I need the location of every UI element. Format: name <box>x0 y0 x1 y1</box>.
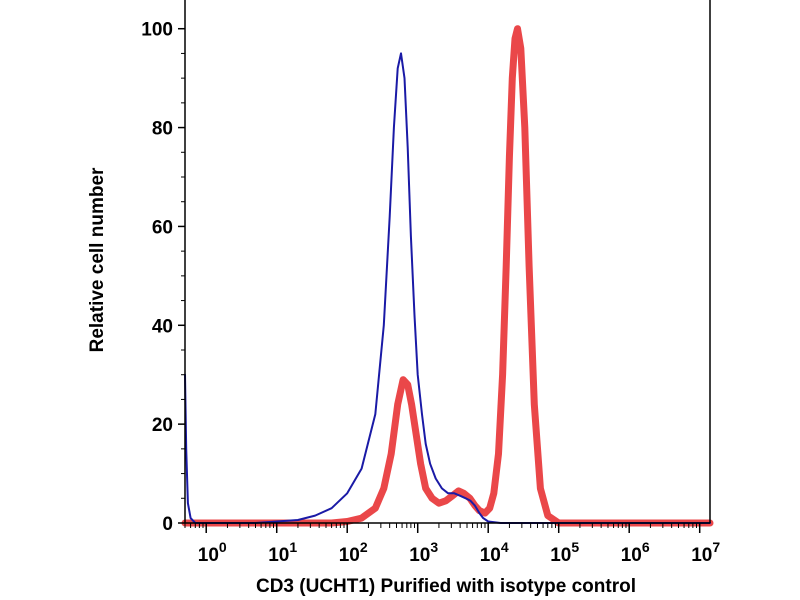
x-tick-label: 103 <box>409 539 438 566</box>
y-tick-label: 0 <box>162 514 173 535</box>
y-tick-label: 100 <box>141 20 173 41</box>
series-line-2 <box>181 25 714 527</box>
x-tick-label: 105 <box>550 539 579 566</box>
y-axis-title: Relative cell number <box>87 167 108 352</box>
y-tick-label: 20 <box>152 415 173 436</box>
x-tick-label: 106 <box>621 539 650 566</box>
x-tick-label: 100 <box>198 539 227 566</box>
x-tick-label: 101 <box>268 539 297 566</box>
y-tick-label: 60 <box>152 217 173 238</box>
x-tick-label: 104 <box>480 539 509 566</box>
ticks-layer: 0 20 40 60 80 100 100 101 102 103 104 105 106 107 <box>141 20 720 566</box>
y-tick-label: 80 <box>152 119 173 140</box>
series-layer <box>181 25 714 527</box>
x-tick-label: 107 <box>691 539 720 566</box>
y-tick-label: 40 <box>152 316 173 337</box>
axes-layer <box>184 0 711 524</box>
series-line-1 <box>184 52 711 524</box>
x-tick-label: 102 <box>339 539 368 566</box>
x-axis-title: CD3 (UCHT1) Purified with isotype contro… <box>256 576 636 597</box>
